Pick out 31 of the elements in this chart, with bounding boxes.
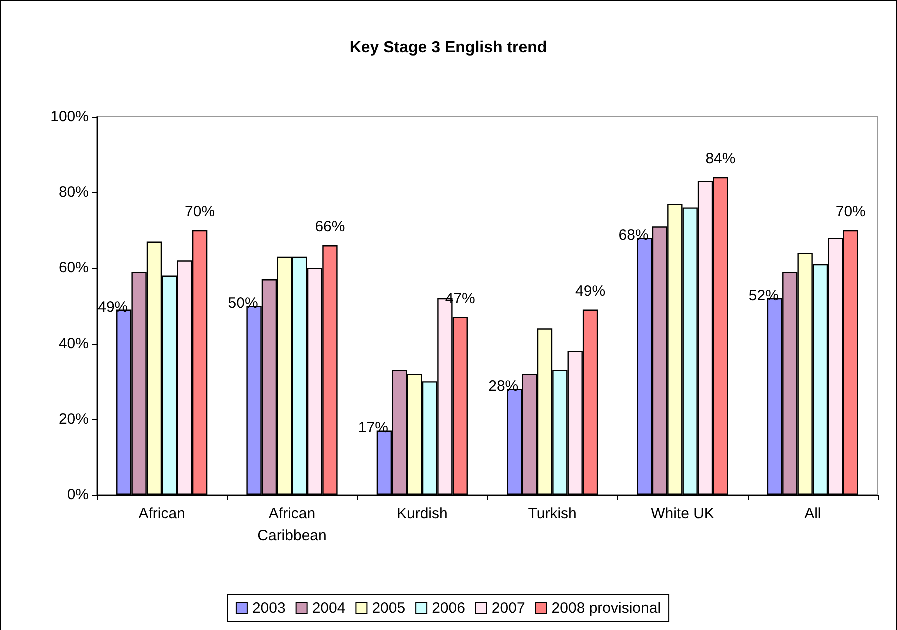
data-label: 70% [836, 203, 866, 220]
data-label: 49% [576, 282, 606, 300]
y-tick-label: 0% [67, 486, 89, 504]
data-label: 17% [358, 420, 388, 437]
x-tick-label: All [804, 506, 822, 522]
y-tick-label: 80% [58, 184, 89, 202]
data-label: 47% [445, 290, 476, 308]
y-tick-label: 40% [58, 335, 89, 352]
y-tick-label: 20% [58, 410, 89, 428]
y-tick-label: 100% [50, 108, 89, 126]
legend-label: 2006 [432, 600, 466, 617]
chart-title: Key Stage 3 English trend [350, 40, 548, 56]
y-tick-label: 60% [58, 260, 89, 277]
legend-label: 2003 [252, 600, 286, 617]
data-label: 66% [315, 218, 346, 236]
data-label: 49% [98, 298, 128, 316]
data-label: 50% [228, 295, 258, 312]
legend-label: 2004 [312, 600, 346, 617]
legend-label: 2007 [492, 600, 526, 617]
data-label: 52% [748, 287, 779, 304]
x-tick-label: Turkish [528, 506, 577, 522]
data-label: 68% [618, 226, 649, 244]
legend-label: 2008 provisional [552, 600, 662, 617]
data-label: 70% [185, 203, 216, 220]
data-label: 28% [488, 378, 519, 396]
legend-label: 2005 [372, 600, 406, 617]
x-tick-label: White UK [651, 506, 714, 522]
data-label: 84% [706, 150, 736, 168]
x-tick-label: Kurdish [396, 506, 448, 522]
x-tick-label: African [138, 506, 186, 522]
x-tick-label: African Caribbean [258, 506, 327, 544]
